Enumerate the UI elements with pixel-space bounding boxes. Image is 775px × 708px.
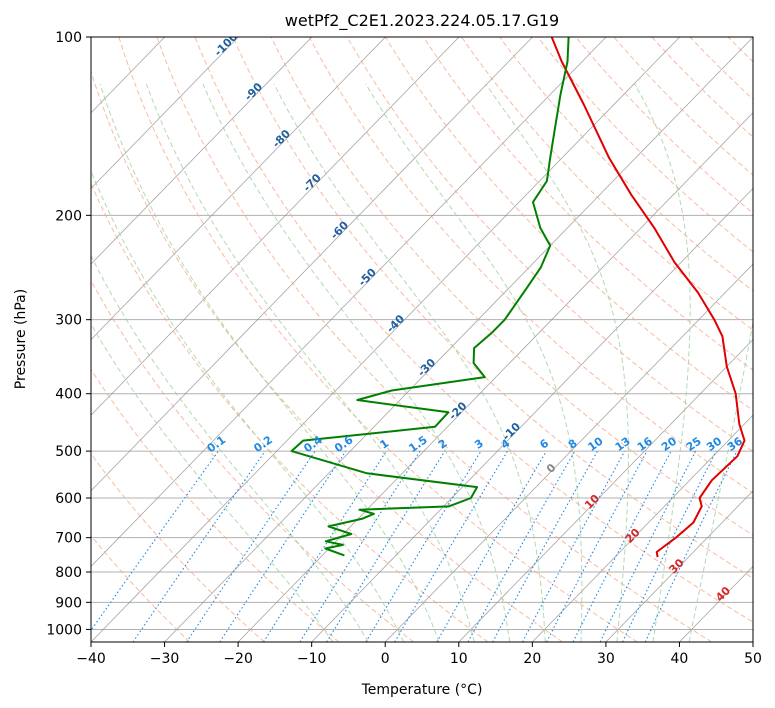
- moist-adiabat-line: [145, 83, 475, 642]
- data-lines: [290, 37, 746, 558]
- isotherm-line: [532, 414, 753, 642]
- isotherm-line: [91, 37, 460, 416]
- moist-adiabat-line: [99, 83, 440, 642]
- mixing-ratio-line: [91, 450, 219, 632]
- x-tick-label: −10: [297, 651, 327, 667]
- x-tick-label: 30: [597, 651, 615, 667]
- dry-adiabat-line: [91, 279, 414, 642]
- moist-adiabat-line: [91, 169, 405, 642]
- x-tick-label: 10: [450, 651, 468, 667]
- mixing-ratio-line: [599, 450, 697, 642]
- dry-adiabat-line: [156, 37, 713, 642]
- axes: −40 −30 −20 −10 0 10 20 30 40 50 100 200 300 400 500 60…: [46, 30, 762, 667]
- isotherm-line: [91, 37, 533, 492]
- mixing-ratio-line: [492, 450, 598, 642]
- mixing-ratio-line: [263, 450, 387, 642]
- moist-adiabat-line: [273, 83, 546, 642]
- dewpoint-profile-line: [290, 37, 570, 557]
- y-tick-label: 700: [55, 531, 82, 547]
- mixing-ratio-line: [467, 450, 576, 642]
- x-tick-label: −30: [150, 651, 180, 667]
- y-tick-label: 200: [55, 208, 82, 224]
- isotherm-line: [91, 37, 239, 189]
- dry-adiabat-line: [613, 37, 753, 176]
- chart-title: wetPf2_C2E1.2023.224.05.17.G19: [285, 11, 559, 31]
- y-tick-label: 300: [55, 313, 82, 329]
- x-axis-label: Temperature (°C): [361, 682, 483, 698]
- x-tick-label: 0: [381, 651, 390, 667]
- isotherm-line: [237, 112, 753, 642]
- dry-adiabat-line: [346, 37, 753, 452]
- dry-adiabat-line: [270, 37, 753, 536]
- dry-adiabat-line: [91, 534, 191, 642]
- dry-adiabat-line: [384, 37, 753, 412]
- y-tick-label: 100: [55, 30, 82, 46]
- mixing-ratio-line: [132, 450, 266, 642]
- y-tick-label: 500: [55, 444, 82, 460]
- dry-adiabat-line: [232, 37, 753, 579]
- dry-adiabat-line: [194, 37, 753, 623]
- moist-adiabat-line: [202, 83, 511, 642]
- isotherm-line: [164, 37, 753, 642]
- background-lines: [91, 37, 753, 642]
- isotherm-line: [91, 37, 607, 567]
- moist-adiabat-line: [91, 254, 369, 642]
- x-tick-label: −20: [223, 651, 253, 667]
- y-axis-label: Pressure (hPa): [13, 289, 29, 389]
- mixing-ratio-line: [326, 450, 446, 642]
- moist-adiabat-line: [91, 323, 334, 642]
- dry-adiabat-line: [118, 37, 638, 642]
- isotherm-line: [91, 37, 313, 265]
- x-tick-label: 20: [523, 651, 541, 667]
- moist-adiabat-line: [688, 319, 753, 642]
- y-tick-label: 900: [55, 595, 82, 611]
- mixing-ratio-line: [522, 450, 626, 642]
- moist-adiabat-line: [365, 83, 583, 642]
- mixing-ratio-line: [365, 450, 482, 642]
- isotherm-line: [384, 263, 753, 642]
- y-tick-label: 1000: [46, 622, 82, 638]
- dry-adiabat-line: [423, 37, 753, 371]
- x-tick-label: 40: [671, 651, 689, 667]
- temperature-profile-line: [550, 37, 746, 558]
- moist-adiabat-line: [485, 83, 629, 642]
- isotherm-line: [458, 339, 753, 642]
- isotherm-line: [311, 187, 753, 642]
- y-tick-label: 800: [55, 565, 82, 581]
- mixing-ratio-line: [186, 450, 316, 642]
- isotherm-line: [91, 37, 680, 642]
- dry-adiabat-line: [91, 182, 489, 642]
- y-tick-label: 600: [55, 491, 82, 507]
- isotherm-line: [605, 490, 753, 642]
- x-tick-label: 50: [744, 651, 762, 667]
- y-tick-label: 400: [55, 387, 82, 403]
- mixing-ratio-line: [622, 450, 717, 642]
- dry-adiabat-line: [537, 37, 753, 253]
- mixing-ratio-line: [299, 450, 421, 642]
- x-tick-label: −40: [76, 651, 106, 667]
- plot-frame: [90, 36, 754, 643]
- dry-adiabat-line: [91, 70, 563, 642]
- mixing-ratio-line: [219, 450, 347, 642]
